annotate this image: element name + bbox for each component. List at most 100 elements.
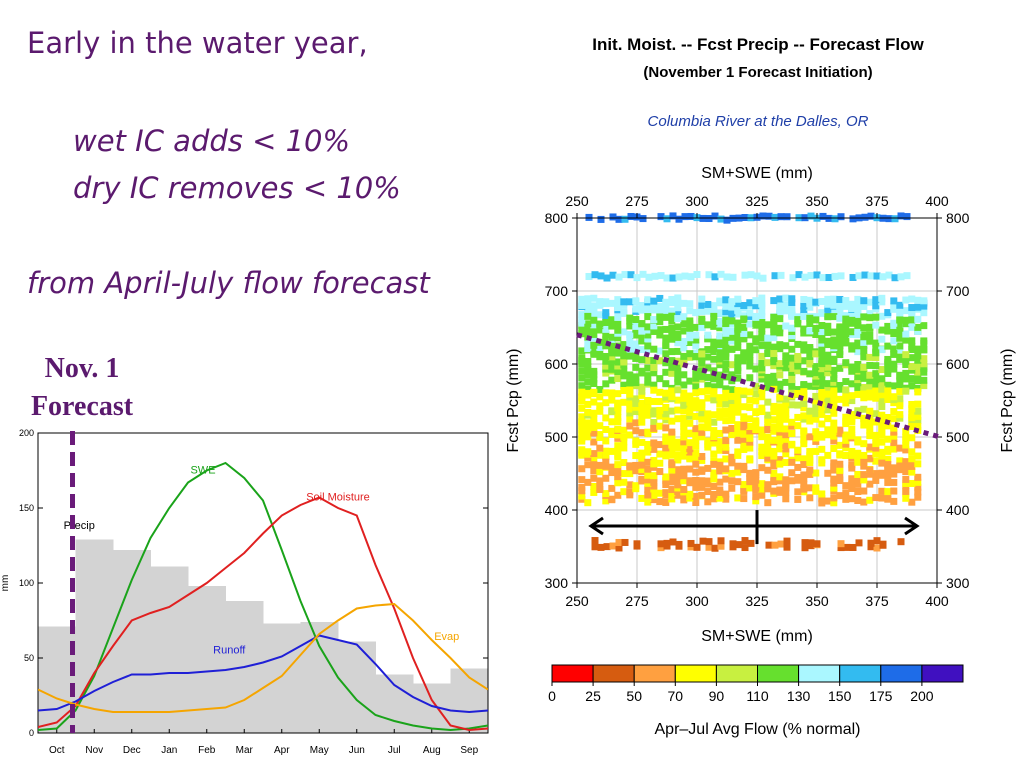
scatter-point	[698, 466, 706, 474]
scatter-point	[722, 495, 730, 503]
scatter-point	[596, 298, 604, 306]
scatter-point	[626, 431, 634, 439]
scatter-point	[692, 460, 700, 468]
scatter-point	[800, 381, 808, 389]
scatter-point	[620, 298, 628, 306]
scatter-point	[818, 445, 826, 453]
scatter-point	[770, 313, 778, 321]
scatter-point	[788, 324, 796, 332]
scatter-point	[812, 298, 820, 306]
scatter-point	[614, 473, 622, 481]
scatter-point	[656, 313, 664, 321]
scatter-point	[722, 400, 730, 408]
scatter-point	[710, 490, 718, 498]
scatter-point	[680, 394, 688, 402]
scatter-point	[758, 464, 766, 472]
scatter-point	[902, 330, 910, 338]
scatter-point	[800, 427, 808, 435]
scatter-point	[896, 323, 904, 331]
scatter-point	[734, 448, 742, 456]
scatter-point	[896, 414, 904, 422]
scatter-point	[656, 302, 664, 310]
scatter-point	[578, 404, 586, 412]
scatter-point	[848, 328, 856, 336]
scatter-point	[914, 407, 922, 415]
scatter-point	[764, 378, 772, 386]
scatter-point	[644, 357, 652, 365]
scatter-point	[747, 539, 755, 547]
scatter-point	[632, 467, 640, 475]
scatter-point	[657, 544, 665, 552]
scatter-point	[614, 431, 622, 439]
scatter-point	[777, 213, 785, 221]
scatter-point	[866, 298, 874, 306]
scatter-point	[620, 381, 628, 389]
scatter-point	[848, 447, 856, 455]
scatter-point	[717, 215, 725, 223]
scatter-point	[740, 495, 748, 503]
scatter-point	[770, 402, 778, 410]
scatter-point	[734, 354, 742, 362]
precip-bar-may	[300, 622, 339, 733]
scatter-point	[615, 273, 623, 281]
scatter-point	[698, 301, 706, 309]
scatter-point	[908, 498, 916, 506]
scatter-point	[908, 405, 916, 413]
scatter-point	[734, 387, 742, 395]
scatter-point	[620, 347, 628, 355]
scatter-point	[710, 338, 718, 346]
scatter-point	[890, 303, 898, 311]
scatter-point	[788, 332, 796, 340]
scatter-point	[914, 368, 922, 376]
scatter-point	[687, 273, 695, 281]
scatter-point	[836, 341, 844, 349]
scatter-point	[920, 360, 928, 368]
scatter-point	[860, 476, 868, 484]
scatter-point	[608, 316, 616, 324]
scatter-point	[680, 414, 688, 422]
scatter-point	[848, 495, 856, 503]
scatter-point	[692, 499, 700, 507]
scatter-point	[806, 344, 814, 352]
scatter-point	[836, 385, 844, 393]
scatter-point	[902, 336, 910, 344]
scatter-point	[854, 480, 862, 488]
x-tick-label-feb: Feb	[198, 745, 216, 756]
scatter-point	[626, 399, 634, 407]
scatter-point	[686, 429, 694, 437]
scatter-point	[752, 397, 760, 405]
scatter-point	[848, 380, 856, 388]
scatter-point	[596, 353, 604, 361]
scatter-point	[746, 423, 754, 431]
scatter-point	[842, 339, 850, 347]
scatter-point	[788, 418, 796, 426]
scatter-point	[650, 356, 658, 364]
scatter-point	[633, 540, 641, 548]
scatter-point	[752, 484, 760, 492]
y-tick-label: 200	[19, 428, 34, 438]
scatter-point	[692, 336, 700, 344]
scatter-point	[728, 361, 736, 369]
scatter-point	[884, 492, 892, 500]
scatter-point	[615, 215, 623, 223]
scatter-point	[627, 212, 635, 220]
scatter-point	[608, 447, 616, 455]
scatter-point	[836, 395, 844, 403]
scatter-point	[638, 391, 646, 399]
scatter-point	[842, 413, 850, 421]
scatter-point	[656, 347, 664, 355]
scatter-points	[578, 212, 928, 552]
scatter-point	[734, 494, 742, 502]
range-arrow-head-right	[904, 516, 920, 536]
scatter-point	[722, 443, 730, 451]
scatter-point	[686, 307, 694, 315]
scatter-point	[896, 457, 904, 465]
scatter-point	[602, 369, 610, 377]
scatter-point	[752, 319, 760, 327]
x-tick-label-top: 275	[625, 193, 649, 209]
scatter-point	[698, 409, 706, 417]
scatter-point	[776, 385, 784, 393]
range-arrow-head-left	[588, 516, 604, 536]
scatter-point	[776, 473, 784, 481]
scatter-point	[788, 469, 796, 477]
